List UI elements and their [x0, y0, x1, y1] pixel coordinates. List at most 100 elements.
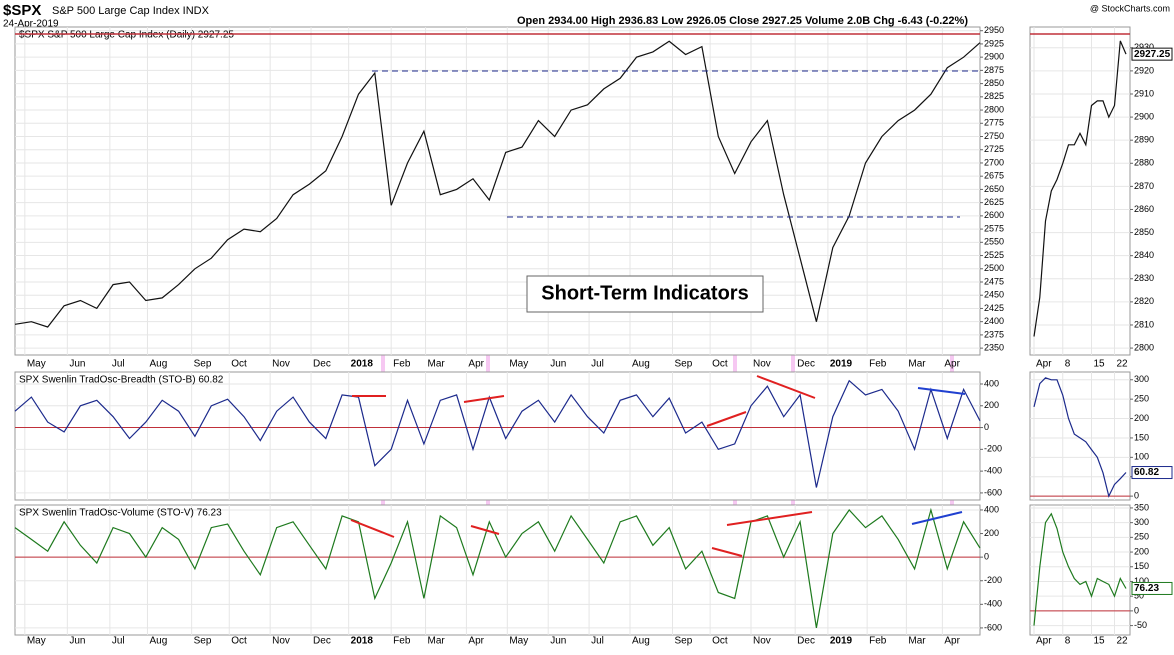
value-tag: 76.23 — [1134, 583, 1159, 594]
x-tick-label: Mar — [428, 359, 446, 370]
x-tick-label: Sep — [675, 359, 693, 370]
x-tick-label: Mar — [428, 636, 446, 647]
x-tick-label: 2019 — [830, 636, 853, 647]
x-tick-label: Apr — [468, 359, 484, 370]
y-tick-label: 0 — [1134, 490, 1139, 500]
y-tick-label: 2475 — [984, 276, 1004, 286]
value-tag: 2927.25 — [1134, 49, 1171, 60]
y-tick-label: 2800 — [1134, 342, 1154, 352]
x-tick-label: Sep — [675, 636, 693, 647]
y-tick-label: 2850 — [984, 78, 1004, 88]
y-tick-label: 200 — [1134, 413, 1149, 423]
y-tick-label: 300 — [1134, 374, 1149, 384]
y-tick-label: 2890 — [1134, 135, 1154, 145]
x-tick-label: Jul — [591, 636, 604, 647]
x-tick-label: Jun — [550, 359, 566, 370]
y-tick-label: -600 — [984, 487, 1002, 497]
x-tick-label: Sep — [194, 636, 212, 647]
x-tick-label: Nov — [272, 636, 290, 647]
y-tick-label: 400 — [984, 504, 999, 514]
y-tick-label: 2920 — [1134, 65, 1154, 75]
y-tick-label: 2375 — [984, 329, 1004, 339]
y-tick-label: -200 — [984, 575, 1002, 585]
y-tick-label: 0 — [984, 422, 989, 432]
series-line — [1033, 377, 1127, 498]
x-tick-label: Aug — [632, 636, 650, 647]
y-tick-label: 2525 — [984, 250, 1004, 260]
x-tick-label: Oct — [231, 636, 247, 647]
y-tick-label: 2900 — [984, 52, 1004, 62]
y-tick-label: 2870 — [1134, 181, 1154, 191]
x-tick-label: May — [509, 359, 528, 370]
y-tick-label: 2350 — [984, 342, 1004, 352]
y-tick-label: 2500 — [984, 263, 1004, 273]
x-tick-label: Dec — [797, 359, 815, 370]
x-tick-label: Aug — [632, 359, 650, 370]
x-tick-label: Apr — [1036, 636, 1052, 647]
y-tick-label: 2950 — [984, 25, 1004, 35]
x-tick-label: Jun — [550, 636, 566, 647]
x-tick-label: Feb — [393, 636, 411, 647]
y-tick-label: 2675 — [984, 171, 1004, 181]
annotation: Short-Term Indicators — [541, 282, 748, 304]
y-tick-label: 400 — [984, 378, 999, 388]
x-tick-label: 8 — [1065, 636, 1071, 647]
x-tick-label: 15 — [1094, 636, 1106, 647]
index-name: S&P 500 Large Cap Index INDX — [52, 5, 210, 17]
y-tick-label: 2600 — [984, 210, 1004, 220]
x-tick-label: Jul — [591, 359, 604, 370]
y-tick-label: 100 — [1134, 452, 1149, 462]
panel-frame — [14, 371, 981, 501]
y-tick-label: 300 — [1134, 517, 1149, 527]
x-tick-label: Feb — [869, 359, 887, 370]
panel-frame — [14, 26, 981, 356]
panel-frame — [1029, 26, 1131, 356]
symbol: $SPX — [3, 2, 41, 19]
y-tick-label: 2910 — [1134, 88, 1154, 98]
trend-line — [726, 511, 813, 526]
y-tick-label: -200 — [984, 444, 1002, 454]
x-tick-label: Feb — [869, 636, 887, 647]
panel-legend: SPX Swenlin TradOsc-Breadth (STO-B) 60.8… — [19, 375, 224, 386]
x-tick-label: 8 — [1065, 359, 1071, 370]
y-tick-label: 250 — [1134, 394, 1149, 404]
x-tick-label: May — [27, 636, 46, 647]
y-tick-label: 150 — [1134, 432, 1149, 442]
y-tick-label: 2925 — [984, 38, 1004, 48]
y-tick-label: 2850 — [1134, 227, 1154, 237]
date: 24-Apr-2019 — [3, 19, 59, 30]
watermark: @ StockCharts.com — [1090, 3, 1170, 13]
panel-frame — [14, 504, 981, 636]
x-tick-label: Oct — [712, 636, 728, 647]
y-tick-label: 2810 — [1134, 319, 1154, 329]
x-tick-label: Aug — [149, 359, 167, 370]
y-tick-label: -400 — [984, 599, 1002, 609]
y-tick-label: 250 — [1134, 532, 1149, 542]
series-line — [1033, 40, 1127, 337]
x-tick-label: Nov — [753, 359, 771, 370]
x-tick-label: Apr — [1036, 359, 1052, 370]
y-tick-label: 2820 — [1134, 296, 1154, 306]
x-tick-label: Oct — [231, 359, 247, 370]
x-tick-label: Aug — [149, 636, 167, 647]
y-tick-label: 2825 — [984, 91, 1004, 101]
x-tick-label: Jun — [69, 636, 85, 647]
series-line — [14, 40, 981, 328]
y-tick-label: 200 — [1134, 546, 1149, 556]
quote: Open 2934.00 High 2936.83 Low 2926.05 Cl… — [517, 15, 968, 27]
panel-legend: $SPX S&P 500 Large Cap Index (Daily) 292… — [19, 30, 234, 41]
trend-line — [350, 519, 395, 538]
y-tick-label: 2450 — [984, 290, 1004, 300]
x-tick-label: Dec — [313, 636, 331, 647]
y-tick-label: 350 — [1134, 502, 1149, 512]
x-tick-label: Apr — [468, 636, 484, 647]
y-tick-label: -400 — [984, 466, 1002, 476]
y-tick-label: 2425 — [984, 303, 1004, 313]
annotation-box — [526, 275, 764, 313]
series-line — [1033, 512, 1127, 626]
trend-line — [470, 525, 500, 535]
value-tag-box — [1131, 47, 1173, 61]
panel-legend: SPX Swenlin TradOsc-Volume (STO-V) 76.23 — [19, 508, 222, 519]
x-tick-label: May — [509, 636, 528, 647]
x-tick-label: Nov — [272, 359, 290, 370]
